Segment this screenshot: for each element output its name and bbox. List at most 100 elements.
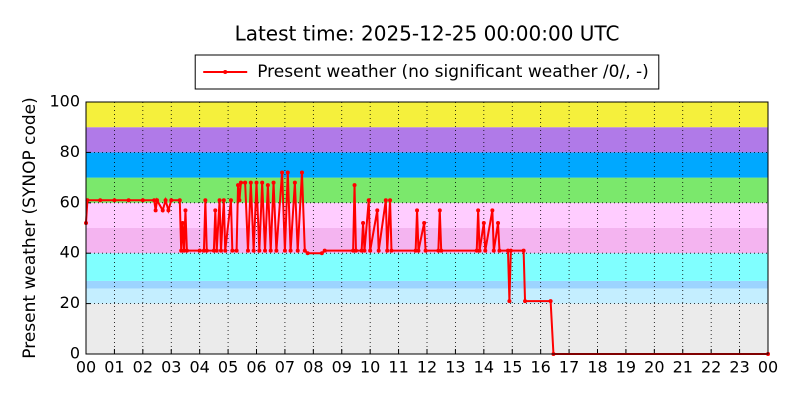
point (353, 248, 358, 253)
y-tick-label: 60 (60, 192, 80, 211)
plot-area (85, 101, 769, 355)
point (230, 248, 235, 253)
y-tick-label: 100 (49, 92, 80, 111)
point (236, 183, 241, 188)
y-axis-label: Present weather (SYNOP code) (20, 97, 40, 358)
point (383, 198, 388, 203)
point (197, 248, 202, 253)
point (422, 220, 427, 225)
point (153, 208, 158, 213)
point (507, 299, 512, 304)
chart-title: Latest time: 2025-12-25 00:00:00 UTC (235, 22, 620, 46)
point (223, 248, 228, 253)
point (299, 170, 304, 175)
point (180, 220, 185, 225)
point (254, 180, 259, 185)
legend-label: Present weather (no significant weather … (257, 62, 649, 82)
x-tick-label: 06 (246, 358, 266, 377)
point (368, 248, 373, 253)
point (169, 198, 174, 203)
point (166, 208, 171, 213)
x-tick-label: 13 (445, 358, 465, 377)
point (523, 299, 528, 304)
point (274, 248, 279, 253)
point (292, 180, 297, 185)
point (351, 248, 356, 253)
point (213, 208, 218, 213)
point (152, 198, 157, 203)
x-tick-label: 10 (360, 358, 380, 377)
x-tick-label: 09 (332, 358, 352, 377)
point (389, 248, 394, 253)
point (228, 198, 233, 203)
point (257, 248, 262, 253)
x-tick-label: 00 (758, 358, 778, 377)
x-tick-label: 04 (189, 358, 209, 377)
point (388, 198, 393, 203)
point (98, 198, 103, 203)
point (423, 248, 428, 253)
point (221, 198, 226, 203)
point (288, 248, 293, 253)
point (238, 180, 243, 185)
point (203, 198, 208, 203)
point (483, 248, 488, 253)
point (245, 248, 250, 253)
band (86, 288, 768, 304)
plot-border (85, 101, 769, 355)
x-tick-label: 18 (587, 358, 607, 377)
point (385, 248, 390, 253)
legend-marker (223, 70, 228, 74)
point (177, 198, 182, 203)
point (218, 248, 223, 253)
point (248, 180, 253, 185)
legend: Present weather (no significant weather … (194, 54, 660, 90)
point (352, 183, 357, 188)
point (265, 183, 270, 188)
point (497, 248, 502, 253)
point (362, 248, 367, 253)
line (85, 172, 768, 355)
y-tick-label: 0 (70, 344, 80, 363)
point (204, 248, 209, 253)
point (375, 208, 380, 213)
x-tick-label: 20 (644, 358, 664, 377)
x-tick-label: 23 (729, 358, 749, 377)
point (201, 248, 206, 253)
point (319, 251, 324, 256)
point (268, 248, 273, 253)
point (305, 251, 310, 256)
point (474, 248, 479, 253)
x-tick-label: 16 (530, 358, 550, 377)
x-tick-label: 15 (502, 358, 522, 377)
point (436, 248, 441, 253)
point (183, 208, 188, 213)
point (214, 248, 219, 253)
band (86, 127, 768, 153)
y-tick-label: 80 (60, 142, 80, 161)
point (481, 220, 486, 225)
point (322, 248, 327, 253)
point (477, 248, 482, 253)
x-tick-label: 12 (417, 358, 437, 377)
point (126, 198, 131, 203)
x-tick-label: 02 (133, 358, 153, 377)
point (295, 248, 300, 253)
point (476, 208, 481, 213)
point (140, 198, 145, 203)
band (86, 253, 768, 281)
x-tick-label: 11 (388, 358, 408, 377)
x-tick-label: 21 (673, 358, 693, 377)
point (155, 198, 160, 203)
x-tick-label: 22 (701, 358, 721, 377)
point (243, 180, 248, 185)
band (86, 280, 768, 289)
point (366, 198, 371, 203)
point (415, 208, 420, 213)
point (112, 198, 117, 203)
point (237, 198, 242, 203)
point (211, 248, 216, 253)
point (217, 198, 222, 203)
